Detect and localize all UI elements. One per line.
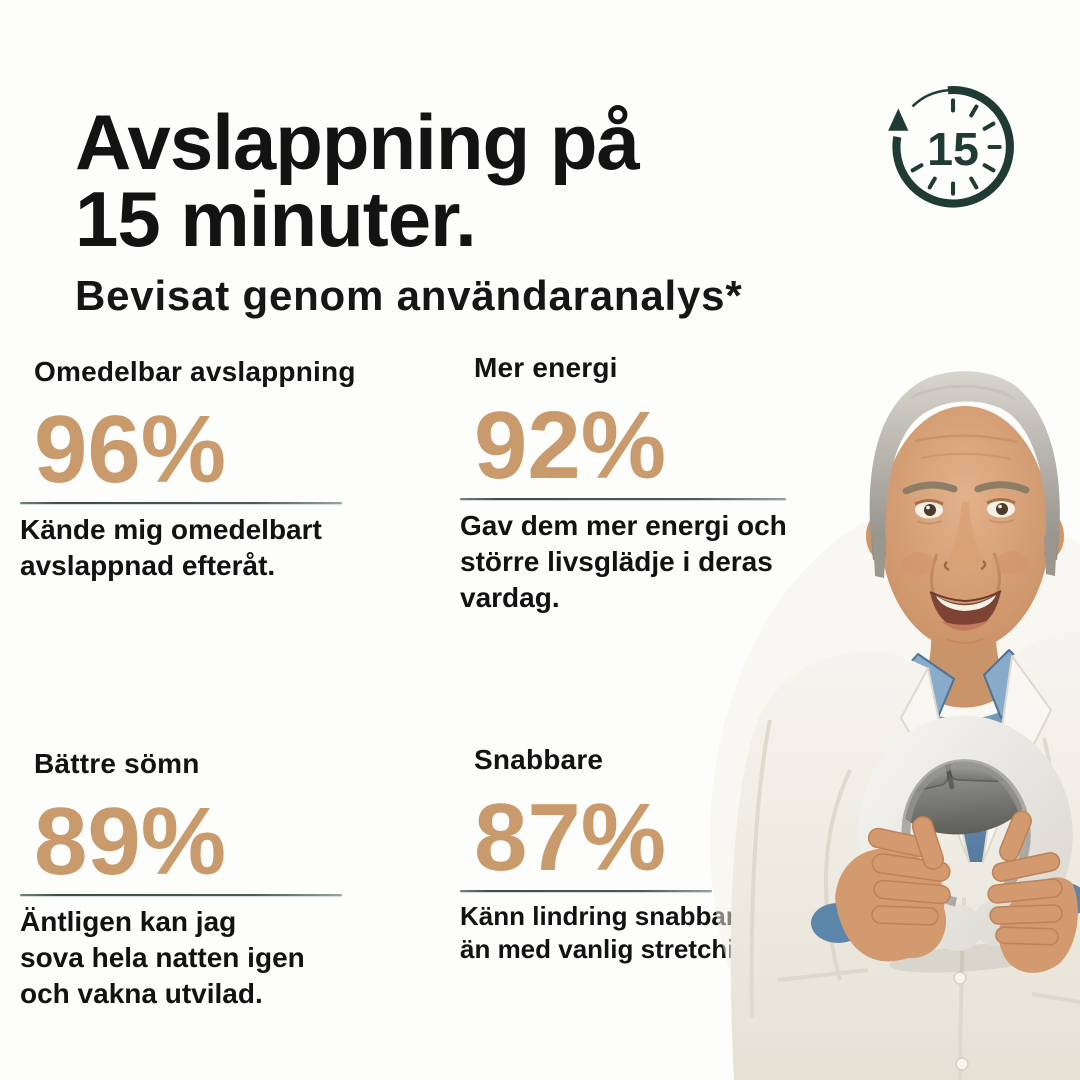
stat-block-omedelbar-avslappning: Omedelbar avslappning 96% Kände mig omed… bbox=[20, 356, 356, 584]
clock-number: 15 bbox=[927, 123, 979, 175]
coat-button bbox=[955, 1057, 969, 1071]
stat-label: Snabbare bbox=[474, 744, 604, 775]
stat-label: Bättre sömn bbox=[34, 748, 200, 779]
clock-arrow bbox=[888, 108, 909, 131]
clock-15-icon: 15 bbox=[888, 85, 1014, 208]
stat-value: 92% bbox=[474, 392, 667, 499]
eyebrow-right bbox=[974, 481, 1030, 494]
eyebrow-left bbox=[902, 481, 958, 495]
hand-right bbox=[987, 810, 1078, 973]
stat-label: Mer energi bbox=[474, 352, 618, 383]
page-subtitle: Bevisat genom användaranalys* bbox=[75, 272, 743, 320]
stat-value: 89% bbox=[34, 788, 227, 895]
stat-divider bbox=[20, 502, 342, 504]
stat-caption: Gav dem mer energi och större livsglädje… bbox=[460, 510, 787, 614]
stat-divider bbox=[460, 890, 712, 892]
hair bbox=[869, 371, 1060, 578]
stat-value: 96% bbox=[34, 396, 227, 503]
page-title-line2: 15 minuter. bbox=[75, 175, 477, 264]
coat-button bbox=[953, 971, 967, 985]
doctor-photo bbox=[710, 371, 1080, 1080]
stat-label: Omedelbar avslappning bbox=[34, 356, 356, 387]
smiling-mouth bbox=[929, 590, 1002, 631]
stat-caption: Känn lindring snabbare än med vanlig str… bbox=[460, 901, 774, 964]
stat-divider bbox=[460, 498, 786, 500]
nose bbox=[946, 502, 985, 569]
stat-block-battre-somn: Bättre sömn 89% Äntligen kan jag sova he… bbox=[20, 748, 342, 1012]
hand-left bbox=[835, 816, 951, 962]
eyes bbox=[914, 498, 1016, 525]
header: Avslappning på 15 minuter. Bevisat genom… bbox=[75, 98, 743, 320]
stat-caption: Kände mig omedelbart avslappnad efteråt. bbox=[20, 514, 322, 582]
stat-caption: Äntligen kan jag sova hela natten igen o… bbox=[20, 906, 305, 1010]
stat-block-mer-energi: Mer energi 92% Gav dem mer energi och st… bbox=[460, 352, 787, 616]
stat-block-snabbare: Snabbare 87% Känn lindring snabbare än m… bbox=[460, 744, 774, 965]
stat-divider bbox=[20, 894, 342, 896]
page-title-line1: Avslappning på bbox=[75, 98, 640, 186]
stat-value: 87% bbox=[474, 784, 667, 891]
